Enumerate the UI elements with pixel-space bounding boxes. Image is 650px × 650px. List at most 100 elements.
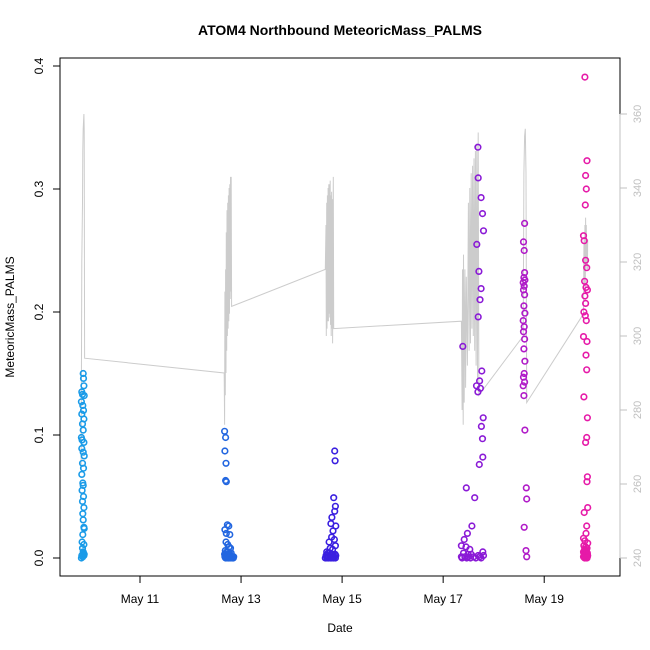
data-point-series-5 (521, 426, 529, 434)
data-point-series-3 (328, 513, 336, 522)
data-point-series-3 (329, 527, 337, 535)
x-tick-label: May 15 (322, 592, 362, 606)
data-point-series-4 (477, 554, 485, 562)
data-point-series-6 (582, 317, 590, 325)
data-point-series-1 (79, 406, 88, 415)
data-point-series-3 (331, 457, 339, 465)
data-point-series-2 (222, 529, 230, 538)
data-point-series-6 (579, 333, 588, 341)
data-point-series-4 (477, 194, 485, 202)
data-point-series-2 (221, 427, 229, 435)
data-point-series-3 (331, 447, 339, 455)
y2-tick-label: 340 (632, 179, 644, 197)
data-point-series-6 (583, 157, 591, 165)
y-tick-label: 0.2 (32, 303, 46, 320)
data-point-series-4 (459, 342, 467, 351)
data-point-series-4 (460, 535, 468, 544)
data-point-series-6 (582, 351, 590, 359)
data-point-series-1 (79, 530, 87, 539)
data-point-series-2 (222, 478, 230, 486)
x-axis: May 11 May 13 May 15 May 17 May 19 (121, 575, 565, 606)
data-point-series-5 (520, 291, 529, 299)
data-point-series-2 (221, 553, 229, 561)
data-point-series-2 (226, 530, 234, 539)
data-point-series-2 (221, 526, 229, 534)
secondary-y-axis: 240 260 280 300 320 340 360 (619, 105, 644, 567)
data-point-series-2 (222, 459, 230, 467)
data-point-series-6 (584, 504, 592, 512)
data-point-series-1 (80, 438, 88, 447)
data-point-series-6 (582, 185, 590, 193)
data-point-series-5 (521, 309, 529, 317)
data-point-series-6 (581, 292, 589, 300)
data-point-series-4 (478, 435, 487, 443)
data-point-series-6 (583, 337, 591, 346)
data-point-series-6 (581, 438, 590, 447)
data-point-series-4 (458, 554, 466, 562)
data-point-series-1 (80, 392, 88, 400)
data-point-series-6 (581, 299, 590, 308)
data-point-series-6 (583, 522, 591, 530)
data-point-series-6 (581, 171, 590, 180)
data-point-series-5 (523, 495, 531, 503)
data-point-series-4 (475, 460, 483, 469)
data-point-series-5 (520, 282, 528, 290)
data-point-series-5 (520, 246, 528, 255)
data-point-series-2 (222, 433, 230, 442)
data-point-series-5 (519, 328, 528, 336)
x-tick-label: May 13 (221, 592, 261, 606)
data-point-series-5 (522, 484, 530, 492)
data-point-series-1 (79, 448, 87, 456)
data-point-series-4 (474, 143, 482, 151)
data-point-series-4 (473, 240, 481, 248)
x-axis-label: Date (327, 621, 353, 635)
data-point-series-3 (331, 554, 340, 562)
data-point-series-6 (580, 308, 588, 316)
data-point-series-4 (478, 210, 487, 218)
data-point-series-4 (479, 453, 487, 461)
y2-tick-label: 300 (632, 327, 644, 345)
plot-frame (59, 57, 621, 577)
data-point-series-1 (78, 470, 86, 479)
data-point-series-6 (581, 201, 589, 209)
data-point-series-4 (474, 174, 482, 182)
data-point-series-5 (520, 302, 528, 310)
data-point-series-4 (471, 494, 479, 502)
scatter-points-group (77, 73, 592, 562)
data-point-series-4 (462, 484, 470, 492)
data-point-series-1 (79, 426, 87, 434)
data-point-series-5 (520, 523, 528, 531)
y2-tick-label: 360 (632, 105, 644, 123)
y-axis: 0.0 0.1 0.2 0.3 0.4 (32, 57, 61, 566)
data-point-series-1 (79, 510, 87, 518)
data-point-series-1 (80, 540, 88, 549)
data-point-series-6 (580, 237, 588, 245)
data-point-series-1 (78, 497, 87, 506)
data-point-series-1 (79, 374, 88, 383)
data-point-series-6 (583, 414, 592, 422)
data-point-series-5 (519, 278, 527, 287)
y2-tick-label: 260 (632, 475, 644, 493)
data-point-series-4 (479, 227, 488, 235)
data-point-series-4 (477, 285, 485, 293)
y-tick-label: 0.1 (32, 426, 46, 443)
y2-tick-label: 320 (632, 253, 644, 271)
x-tick-label: May 17 (423, 592, 463, 606)
data-point-series-5 (522, 546, 530, 555)
data-point-series-5 (520, 369, 528, 378)
data-point-series-5 (520, 378, 529, 386)
data-point-series-5 (523, 553, 531, 561)
data-point-series-3 (330, 494, 338, 502)
data-point-series-5 (521, 357, 529, 365)
overlay-line-group (80, 113, 589, 470)
data-point-series-1 (80, 504, 88, 512)
data-point-series-6 (581, 73, 589, 81)
chart-title: ATOM4 Northbound MeteoricMass_PALMS (198, 22, 482, 38)
data-point-series-4 (474, 313, 482, 321)
data-point-series-5 (520, 345, 528, 353)
data-point-series-1 (79, 516, 87, 524)
x-tick-label: May 19 (525, 592, 565, 606)
data-point-series-4 (479, 548, 487, 556)
data-point-series-4 (478, 367, 486, 375)
